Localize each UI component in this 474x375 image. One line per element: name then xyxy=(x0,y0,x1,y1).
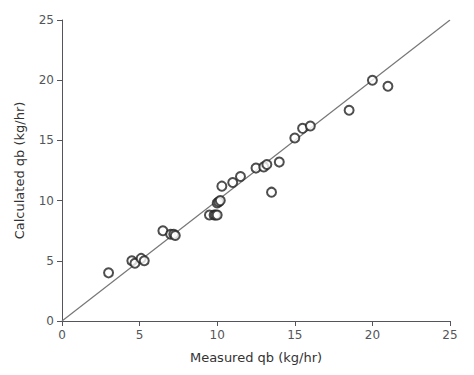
svg-text:25: 25 xyxy=(442,328,457,342)
svg-text:5: 5 xyxy=(136,328,144,342)
svg-text:0: 0 xyxy=(58,328,66,342)
svg-text:Calculated qb (kg/hr): Calculated qb (kg/hr) xyxy=(12,102,27,240)
svg-text:10: 10 xyxy=(39,194,54,208)
svg-text:15: 15 xyxy=(39,133,54,147)
svg-text:25: 25 xyxy=(39,13,54,27)
svg-text:20: 20 xyxy=(365,328,380,342)
svg-text:0: 0 xyxy=(46,314,54,328)
svg-text:15: 15 xyxy=(287,328,302,342)
svg-text:20: 20 xyxy=(39,73,54,87)
svg-text:Measured qb (kg/hr): Measured qb (kg/hr) xyxy=(190,350,322,365)
svg-text:10: 10 xyxy=(210,328,225,342)
svg-text:5: 5 xyxy=(46,254,54,268)
